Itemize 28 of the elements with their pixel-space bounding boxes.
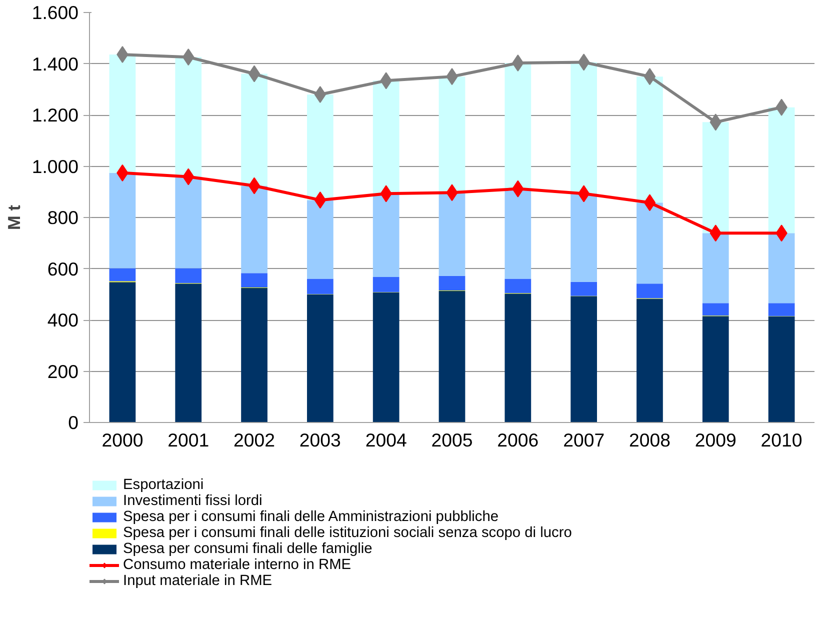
legend-label: Investimenti fissi lordi bbox=[123, 493, 262, 509]
legend-label: Spesa per consumi finali delle famiglie bbox=[123, 541, 372, 557]
x-tick-label: 2003 bbox=[299, 430, 341, 450]
y-tick-label: 1.400 bbox=[32, 53, 78, 74]
y-tick-label: 1.600 bbox=[32, 2, 78, 23]
x-tick-label: 2010 bbox=[760, 430, 802, 450]
legend-label: Spesa per i consumi finali delle Amministrazioni pubbliche bbox=[123, 509, 499, 525]
legend-label: Esportazioni bbox=[123, 477, 204, 493]
x-tick-label: 2009 bbox=[694, 430, 736, 450]
x-tick-label: 2000 bbox=[102, 430, 144, 450]
x-tick-label: 2004 bbox=[365, 430, 407, 450]
y-tick-label: 200 bbox=[47, 360, 79, 382]
y-tick-label: 0 bbox=[68, 412, 79, 433]
y-tick-label: 400 bbox=[47, 310, 79, 330]
y-tick-label: 1.000 bbox=[32, 156, 78, 177]
y-tick-label: 1.200 bbox=[32, 104, 78, 126]
y-tick-label: 600 bbox=[47, 258, 79, 280]
x-tick-label: 2002 bbox=[234, 430, 276, 450]
x-tick-label: 2007 bbox=[563, 430, 605, 450]
x-tick-label: 2006 bbox=[497, 430, 539, 450]
y-axis-title: M t bbox=[4, 204, 24, 230]
x-tick-label: 2001 bbox=[168, 430, 210, 450]
legend-label: Spesa per i consumi finali delle istituzioni sociali senza scopo di lucro bbox=[123, 525, 572, 541]
legend-label: Consumo materiale interno in RME bbox=[123, 557, 352, 573]
y-tick-label: 800 bbox=[47, 207, 79, 228]
x-tick-label: 2008 bbox=[628, 430, 670, 450]
legend-label: Input materiale in RME bbox=[123, 573, 272, 589]
x-tick-label: 2005 bbox=[431, 430, 473, 450]
